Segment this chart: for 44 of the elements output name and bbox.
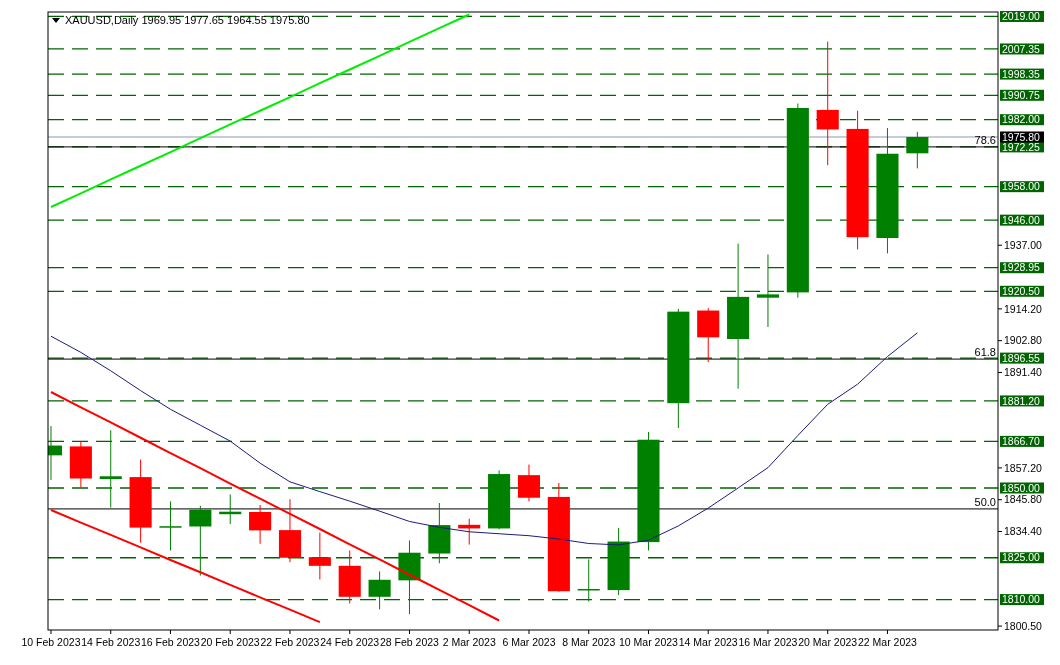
ref-line-label: 1972.25 bbox=[1002, 140, 1041, 153]
x-tick-label: 22 Mar 2023 bbox=[857, 636, 918, 648]
ref-line-label: 1975.80 bbox=[1002, 130, 1041, 143]
y-tick-label: 1857.20 bbox=[1004, 461, 1043, 474]
x-tick-label: 16 Mar 2023 bbox=[738, 636, 798, 648]
y-tick-label: 1800.50 bbox=[1004, 619, 1043, 632]
ref-line-label: 1928.95 bbox=[1002, 261, 1041, 274]
ref-line-label: 2007.35 bbox=[1002, 42, 1041, 55]
y-tick-label: 1902.80 bbox=[1004, 334, 1043, 347]
ref-line-label: 1810.00 bbox=[1002, 593, 1041, 606]
ref-line-label: 1896.55 bbox=[1002, 351, 1041, 364]
x-tick-label: 10 Feb 2023 bbox=[21, 636, 81, 648]
x-tick-label: 24 Feb 2023 bbox=[320, 636, 380, 648]
x-tick-label: 14 Feb 2023 bbox=[81, 636, 141, 648]
y-tick-label: 1845.80 bbox=[1004, 493, 1043, 506]
x-tick-label: 14 Mar 2023 bbox=[678, 636, 738, 648]
ref-line-label: 1998.35 bbox=[1002, 67, 1041, 80]
x-tick-label: 2 Mar 2023 bbox=[442, 636, 496, 648]
ref-line-label: 2019.00 bbox=[1002, 10, 1041, 23]
annotation: 50.0 bbox=[974, 495, 996, 508]
annotation: 78.6 bbox=[974, 133, 996, 146]
chart-title: XAUUSD,Daily 1969.95 1977.65 1964.55 1975.80 bbox=[65, 14, 310, 26]
y-tick-label: 1914.20 bbox=[1004, 302, 1043, 315]
ref-line-label: 1825.00 bbox=[1002, 551, 1041, 564]
x-tick-label: 10 Mar 2023 bbox=[618, 636, 679, 648]
ref-line-label: 1990.75 bbox=[1002, 88, 1041, 101]
x-tick-label: 6 Mar 2023 bbox=[502, 636, 556, 648]
y-tick-label: 1834.40 bbox=[1004, 525, 1043, 538]
ref-line-label: 1982.00 bbox=[1002, 113, 1041, 126]
y-tick-label: 1891.40 bbox=[1004, 366, 1043, 379]
x-tick-label: 28 Feb 2023 bbox=[379, 636, 440, 648]
ref-line-label: 1946.00 bbox=[1002, 213, 1041, 226]
x-tick-label: 20 Mar 2023 bbox=[798, 636, 858, 648]
ref-line-label: 1866.70 bbox=[1002, 435, 1041, 448]
y-tick-label: 1937.00 bbox=[1004, 238, 1043, 251]
x-tick-label: 22 Feb 2023 bbox=[260, 636, 320, 648]
x-tick-label: 8 Mar 2023 bbox=[562, 636, 616, 648]
x-tick-label: 16 Feb 2023 bbox=[141, 636, 201, 648]
annotation: 61.8 bbox=[974, 346, 996, 359]
ref-line-label: 1920.50 bbox=[1002, 284, 1041, 297]
ref-line-label: 1881.20 bbox=[1002, 394, 1041, 407]
ref-line-label: 1958.00 bbox=[1002, 180, 1041, 193]
ref-line-label: 1850.00 bbox=[1002, 481, 1041, 494]
x-tick-label: 20 Feb 2023 bbox=[200, 636, 260, 648]
